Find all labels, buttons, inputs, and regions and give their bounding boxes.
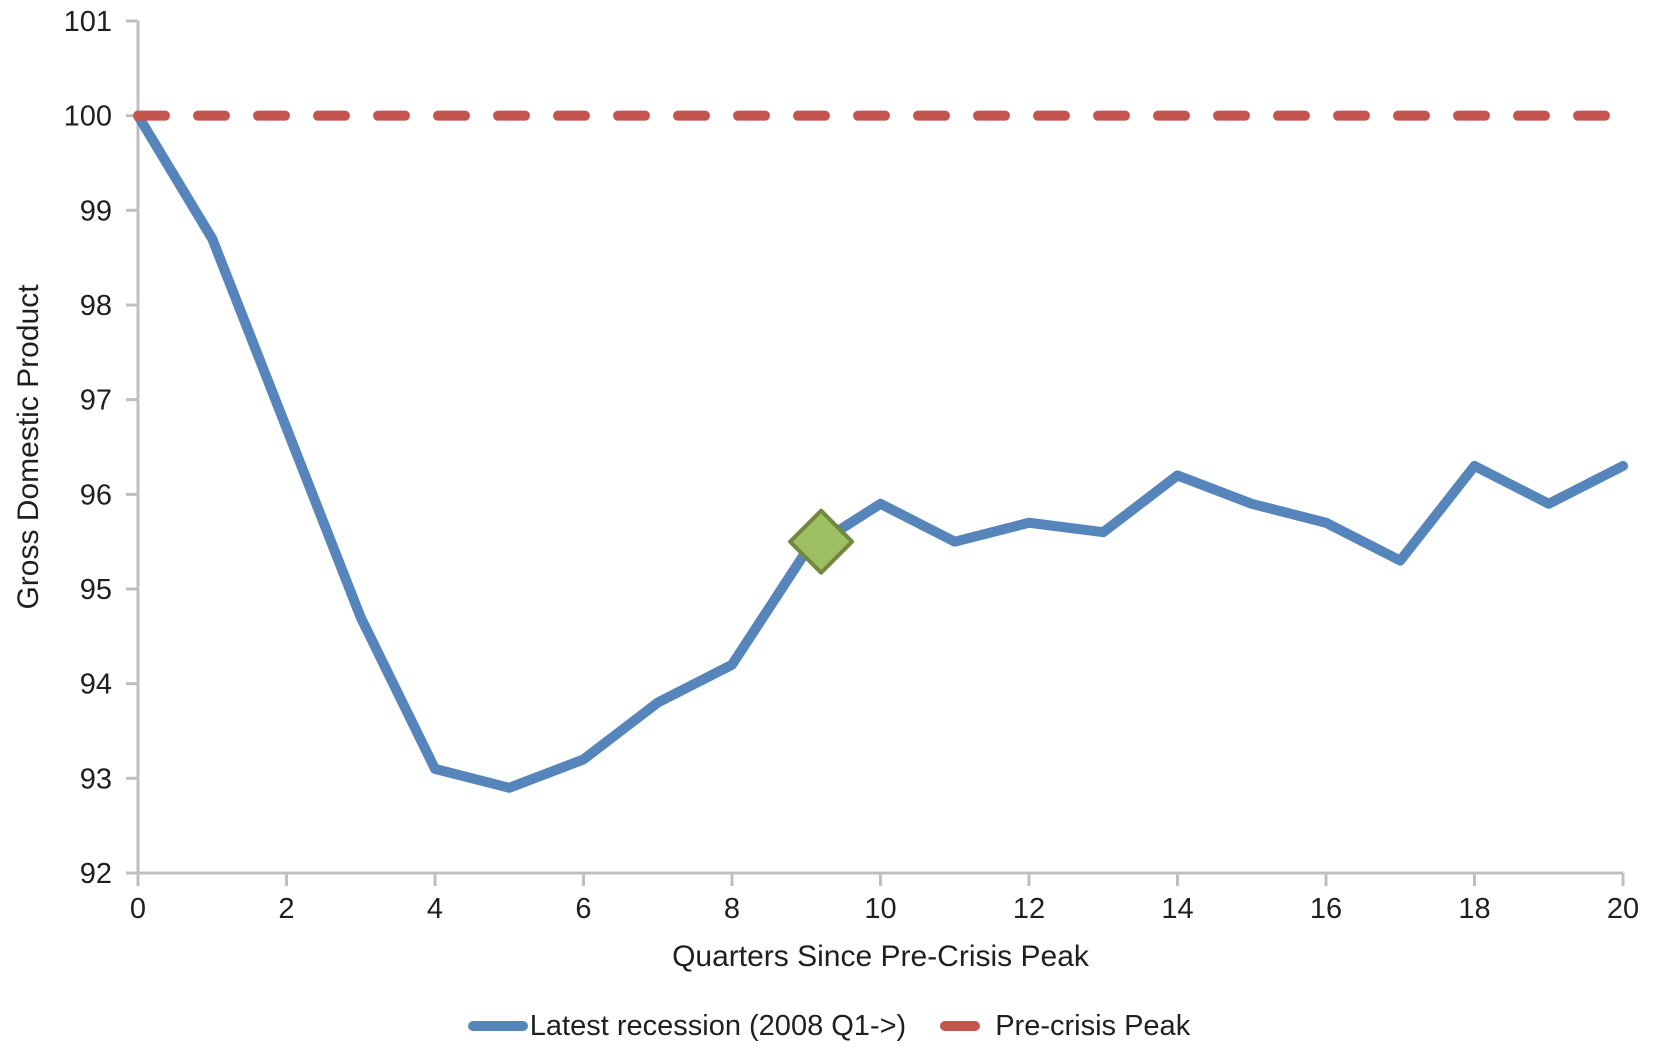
y-tick-label: 101 [64, 6, 112, 38]
y-tick-label: 99 [80, 195, 112, 227]
y-tick-label: 96 [80, 479, 112, 511]
legend-swatch-line [467, 1021, 528, 1031]
legend-item-pre-crisis-peak: Pre-crisis Peak [940, 1010, 1190, 1043]
x-tick-label: 16 [1310, 893, 1342, 925]
x-tick-label: 20 [1607, 893, 1639, 925]
x-axis-title: Quarters Since Pre-Crisis Peak [672, 940, 1090, 973]
legend-label-latest-recession: Latest recession (2008 Q1->) [529, 1009, 907, 1042]
y-axis-title: Gross Domestic Product [12, 284, 45, 610]
legend-swatch-dash [940, 1021, 981, 1031]
x-tick-label: 12 [1013, 893, 1045, 925]
legend-item-latest-recession: Latest recession (2008 Q1->) [467, 1009, 907, 1043]
y-tick-label: 98 [80, 290, 112, 322]
latest-recession-line-series [133, 110, 1628, 793]
x-tick-label: 6 [575, 893, 591, 925]
x-tick-label: 18 [1458, 893, 1490, 925]
x-tick-label: 4 [427, 893, 443, 925]
x-tick-label: 10 [864, 893, 896, 925]
latest-datapoint-diamond-marker [788, 508, 855, 575]
y-tick-label: 95 [80, 574, 112, 606]
y-tick-label: 97 [80, 385, 112, 417]
x-tick-label: 8 [724, 893, 740, 925]
x-tick-label: 14 [1161, 893, 1193, 925]
y-tick-label: 93 [80, 763, 112, 795]
y-tick-label: 94 [80, 669, 112, 701]
y-tick-label: 100 [64, 101, 112, 133]
y-tick-label: 92 [80, 858, 112, 890]
x-tick-label: 0 [130, 893, 146, 925]
legend-label-pre-crisis-peak: Pre-crisis Peak [995, 1009, 1191, 1042]
legend: Latest recession (2008 Q1->) Pre-crisis … [0, 1004, 1658, 1048]
x-tick-label: 2 [278, 893, 294, 925]
